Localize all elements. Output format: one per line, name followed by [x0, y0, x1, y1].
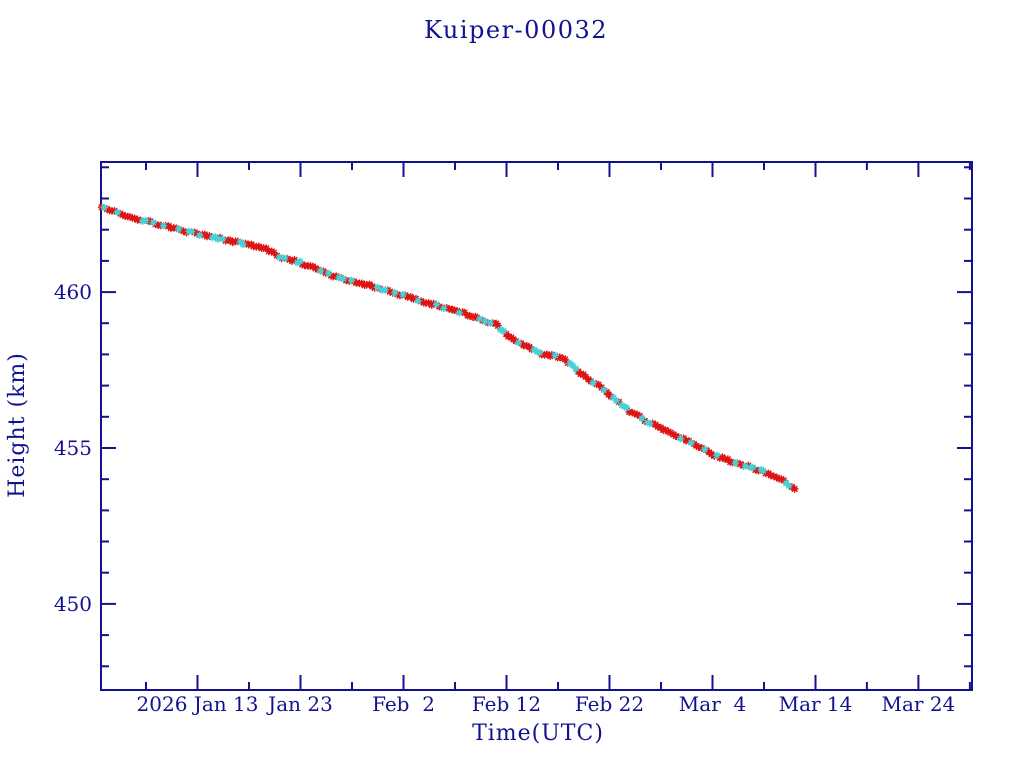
data-markers-secondary	[100, 203, 793, 490]
x-tick-label: Jan 23	[266, 692, 333, 716]
x-tick-label: Feb 22	[575, 692, 644, 716]
y-tick-label: 450	[54, 592, 92, 616]
data-markers-primary	[97, 203, 799, 493]
x-tick-label: Feb 2	[372, 692, 435, 716]
chart-title: Kuiper-00032	[424, 16, 608, 44]
x-tick-label: Mar 14	[779, 692, 853, 716]
y-axis-ticks	[102, 166, 971, 668]
plot-frame	[100, 161, 973, 691]
asterisk-markers-secondary	[100, 203, 793, 490]
x-axis-title: Time(UTC)	[472, 721, 604, 746]
y-axis-tick-labels: 450 455 460	[54, 280, 92, 616]
x-axis-ticks	[145, 163, 971, 689]
height-curve-line	[101, 207, 795, 490]
y-tick-label: 455	[54, 436, 92, 460]
x-axis-tick-labels: 2026 Jan 13 Jan 23 Feb 2 Feb 12 Feb 22 Mar 4 M…	[137, 692, 956, 716]
data-line	[101, 207, 795, 490]
asterisk-markers-primary	[97, 203, 799, 493]
y-axis-title: Height (km)	[5, 352, 30, 498]
y-tick-label: 460	[54, 280, 92, 304]
x-tick-label: Feb 12	[472, 692, 541, 716]
x-tick-label: Mar 4	[679, 692, 746, 716]
x-tick-label: 2026 Jan 13	[137, 692, 259, 716]
x-tick-label: Mar 24	[882, 692, 956, 716]
